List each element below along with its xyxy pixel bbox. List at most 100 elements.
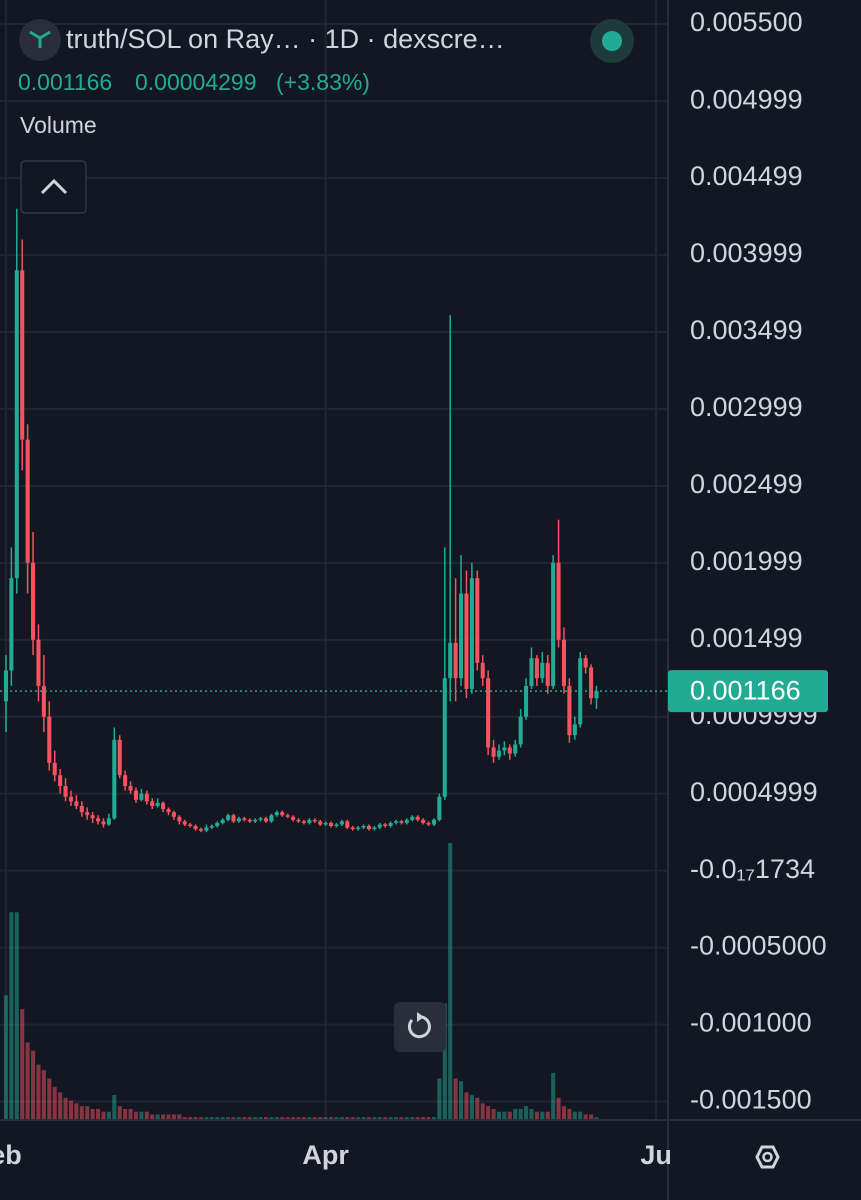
volume-bar [291, 1117, 296, 1120]
y-tick-label: 0.003499 [690, 315, 803, 345]
candle-body [31, 562, 36, 640]
volume-bar [220, 1117, 225, 1120]
grid [0, 0, 668, 1120]
volume-bar [377, 1117, 382, 1120]
candle-body [328, 822, 334, 826]
volume-bar [431, 1117, 436, 1120]
volume-bar [209, 1117, 214, 1120]
volume-bar [36, 1064, 41, 1120]
candle-body [150, 801, 155, 806]
volume-bar [529, 1108, 534, 1120]
reset-bg[interactable] [394, 1002, 446, 1052]
y-tick-label: -0.001500 [690, 1085, 812, 1115]
candle-body [513, 744, 518, 754]
volume-bar [567, 1108, 572, 1120]
volume-bar [356, 1117, 361, 1120]
candle-body [426, 822, 431, 825]
y-tick-label: 0.005500 [690, 7, 803, 37]
volume-bar [139, 1111, 144, 1120]
reset-button[interactable] [394, 1002, 446, 1052]
candle-body [480, 662, 485, 679]
volume-bar [166, 1114, 171, 1120]
price-axis: 0.005500 0.004999 0.004499 0.003999 0.003499… [690, 7, 827, 1115]
candle-body [394, 821, 399, 823]
volume-bar [20, 1009, 25, 1120]
candle-body [502, 747, 507, 751]
candle-body [63, 785, 68, 797]
status-dot [602, 31, 622, 51]
candle-body [415, 816, 420, 820]
candle-body [231, 815, 236, 822]
candle-body [291, 816, 296, 820]
candle-body [323, 822, 328, 825]
y-tick-label: 0.002999 [690, 392, 803, 422]
volume-bar [74, 1103, 79, 1120]
candle-body [220, 819, 225, 823]
candle-body [117, 739, 122, 776]
volume-bar [3, 995, 8, 1120]
candle-body [128, 785, 133, 791]
volume-bar [79, 1106, 84, 1120]
candle-body [583, 658, 588, 668]
candle-body [161, 802, 166, 810]
volume-bar [561, 1106, 567, 1120]
volume-bar [96, 1108, 101, 1120]
volume-bar [350, 1117, 355, 1120]
candle-body [188, 824, 193, 826]
candle-body [166, 809, 171, 813]
volume-bar [339, 1117, 344, 1120]
volume-bar [9, 912, 14, 1120]
candle-body [529, 658, 534, 686]
candle-body [518, 716, 523, 745]
candles [3, 208, 599, 833]
candle-body [285, 815, 290, 817]
volume-bar [85, 1106, 90, 1120]
volume-bar [296, 1117, 301, 1120]
candle-body [215, 822, 220, 826]
candle-body [589, 667, 594, 699]
volume-bar [372, 1117, 377, 1120]
candle-body [442, 678, 447, 797]
logo [29, 30, 51, 48]
volume-bar [318, 1117, 323, 1120]
candle-body [133, 790, 139, 800]
settings-icon[interactable] [755, 1145, 780, 1169]
last-price-label: 0.001166 [690, 675, 801, 705]
candle-body [90, 815, 95, 819]
candle-body [318, 821, 323, 825]
volume-bar [63, 1097, 68, 1120]
volume-bar [572, 1111, 577, 1120]
candle-body [52, 762, 57, 776]
x-tick-label: Apr [302, 1140, 349, 1170]
candle-body [68, 796, 74, 802]
volume-bar [25, 1042, 30, 1120]
collapse-button[interactable] [20, 160, 87, 214]
candle-body [350, 827, 355, 830]
volume-bar [480, 1103, 485, 1120]
candle-body [139, 793, 144, 800]
volume-bar [491, 1108, 496, 1120]
volume-bar [41, 1070, 46, 1120]
volume-bar [247, 1117, 252, 1120]
candle-body [507, 747, 512, 754]
y-tick-label: 0.002499 [690, 469, 803, 499]
volume-bar [301, 1117, 306, 1120]
volume-bar [448, 843, 453, 1120]
candle-body [247, 819, 252, 822]
volume-bar [177, 1114, 182, 1120]
settings-button[interactable] [755, 1145, 780, 1169]
volume-bar [486, 1106, 491, 1120]
candle-body [182, 821, 187, 825]
candle-body [301, 821, 306, 823]
volume-bar [551, 1072, 556, 1120]
reset-icon [407, 1015, 431, 1039]
candle-body [171, 812, 176, 817]
candle-body [377, 824, 382, 828]
candle-body [198, 829, 204, 831]
candle-body [253, 819, 258, 822]
volume-bar [117, 1106, 122, 1120]
candle-body [459, 593, 464, 679]
candle-body [25, 439, 30, 563]
last-price-tag [668, 670, 828, 713]
